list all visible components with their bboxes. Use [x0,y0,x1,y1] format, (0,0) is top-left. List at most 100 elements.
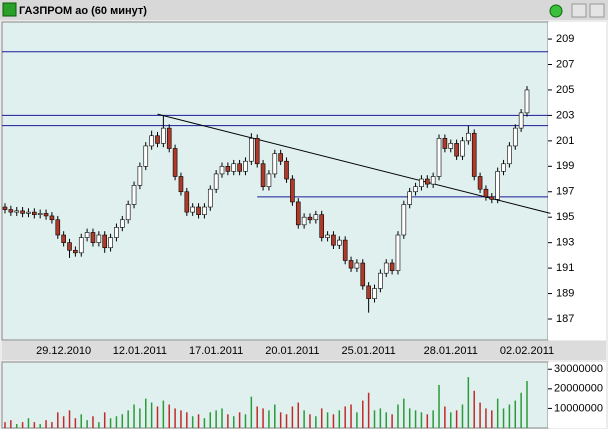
volume-axis [548,362,606,428]
volume-bar [150,402,153,428]
volume-bar [485,408,487,428]
volume-bar [180,410,182,428]
volume-bar [15,424,18,428]
candle-body [131,185,137,205]
candle-body [383,262,389,274]
candle-body [61,234,66,243]
chart-title: ГАЗПРОМ ао (60 минут) [19,5,147,17]
candle-body [2,206,8,210]
candle-body [512,127,518,147]
candle-body [337,239,342,246]
candle-body [301,216,307,226]
candle-body [202,206,207,215]
volume-bar [103,412,106,428]
candle-body [319,214,325,238]
volume-bar [426,414,429,428]
candle-body [137,166,143,186]
candle-body [32,211,37,215]
volume-bar [320,408,323,428]
volume-bar [80,414,82,428]
candle-body [143,145,149,167]
volume-bar [315,416,317,428]
close-button[interactable] [589,3,605,18]
volume-bar [414,410,417,428]
volume-bar [379,408,382,428]
volume-bar [367,392,370,428]
candle-body [448,143,454,149]
candle-body [231,163,237,172]
volume-bar [127,410,129,428]
candle-body [149,135,154,147]
candle-body [8,209,14,213]
candle-body [243,160,248,172]
candle-body [507,145,512,165]
candle-body [225,166,231,172]
y-tick-label: 207 [556,58,574,70]
y-tick-label: 191 [556,262,574,274]
volume-bar [432,410,434,428]
volume-bar [256,406,258,428]
candle-body [354,262,360,269]
volume-bar [496,398,499,428]
candle-body [501,163,506,172]
volume-bar [303,410,305,428]
volume-bar [350,404,352,428]
volume-bar [92,416,94,428]
candle-body [460,140,465,157]
volume-bar [274,404,276,428]
volume-bar [297,402,300,428]
status-button[interactable] [549,4,563,18]
candle-body [96,234,102,243]
y-tick-label: 193 [556,237,574,249]
volume-bar [508,404,511,428]
candle-body [219,166,225,175]
candle-body [37,213,43,215]
candle-body [184,191,190,213]
candle-body [266,173,272,187]
candle-body [178,176,184,193]
candle-body [114,227,119,238]
volume-bar [262,408,264,428]
y-tick-label: 209 [556,33,574,45]
volume-bar [174,408,176,428]
candle-body [372,288,377,299]
x-tick-label: 28.01.2011 [424,345,478,357]
volume-bar [227,414,229,428]
candle-body [325,234,330,238]
volume-bar [203,418,206,428]
volume-bar [268,410,270,428]
volume-bar [338,410,341,428]
candle-body [108,237,113,249]
volume-bar [57,412,59,428]
candle-body [278,153,283,162]
volume-bar [21,422,24,428]
candle-body [483,188,489,198]
minimize-button[interactable] [571,3,587,18]
volume-bar [156,406,159,428]
volume-bar [109,418,112,428]
volume-bar [191,416,194,428]
x-tick-label: 17.01.2011 [189,345,243,357]
volume-bar [391,414,393,428]
volume-bar [68,410,71,428]
candle-body [161,127,166,144]
candle-body [155,135,160,144]
volume-bar [39,424,41,428]
volume-bar [51,422,53,428]
volume-bar [356,412,358,428]
volume-bar [215,410,217,428]
candle-body [290,178,295,203]
candle-body [331,234,336,246]
y-tick-label: 197 [556,186,574,198]
volume-bar [121,414,124,428]
app-icon[interactable] [2,2,17,17]
volume-tick-label: 20000000 [554,383,603,395]
volume-bar [408,408,411,428]
candle-body [84,232,90,238]
volume-bar [444,406,446,428]
candle-body [342,239,348,261]
candle-body [419,178,424,187]
candle-body [389,262,395,271]
volume-bar [139,408,141,428]
